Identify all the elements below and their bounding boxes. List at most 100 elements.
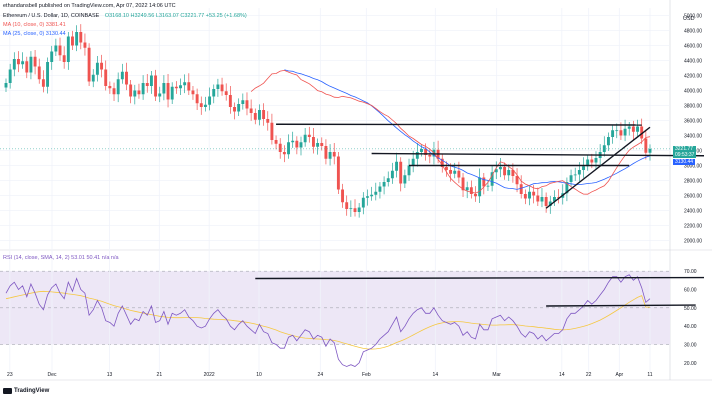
candle-body (511, 170, 515, 176)
candle-body (619, 130, 623, 136)
candle-body (320, 143, 324, 146)
time-tick-label: Feb (362, 372, 371, 378)
candle-body (515, 176, 519, 185)
ma25-line (284, 69, 651, 190)
candle-body (257, 110, 261, 120)
candle-body (332, 152, 336, 157)
tradingview-logo-text: TradingView (14, 388, 50, 394)
rsi-legend[interactable]: RSI (14, close, SMA, 14, 2) 53.01 50.41 … (3, 255, 119, 261)
candle-body (8, 69, 12, 83)
candle-body (174, 86, 178, 89)
time-tick-label: Dec (48, 372, 57, 378)
candle-body (179, 85, 182, 89)
candle-body (532, 191, 536, 196)
candle-body (307, 134, 311, 137)
candle-body (112, 88, 116, 95)
candle-body (341, 189, 344, 203)
candle-body (21, 61, 25, 65)
candle-body (582, 166, 585, 170)
rsi-tick-label: 30.00 (684, 343, 697, 349)
rsi-line (5, 274, 651, 367)
candle-body (644, 138, 648, 153)
candle-body (133, 90, 137, 97)
candle-body (494, 169, 498, 173)
candle-body (648, 148, 652, 153)
candle-body (25, 61, 29, 73)
candle-body (627, 126, 631, 129)
candle-body (253, 113, 257, 120)
candle-body (312, 137, 315, 147)
time-tick-label: 11 (647, 372, 652, 378)
candle-body (129, 84, 133, 97)
candle-body (41, 79, 45, 87)
candle-body (544, 197, 548, 206)
candle-body (274, 140, 278, 144)
candle-body (565, 182, 569, 194)
time-tick-label: Apr (615, 372, 623, 378)
candle-body (411, 158, 415, 166)
candle-body (640, 126, 644, 139)
ohlc-values: O3168.10 H3249.56 L3163.07 C3221.77 +53.… (104, 13, 247, 19)
time-tick-label: 21 (157, 372, 163, 378)
candle-body (91, 74, 95, 82)
candle-body (220, 84, 224, 92)
candle-body (390, 170, 394, 179)
candle-body (262, 110, 266, 119)
price-tick-label: 2600.00 (684, 194, 702, 200)
candle-body (353, 208, 357, 212)
candle-body (465, 187, 469, 191)
candle-body (569, 175, 573, 182)
candle-body (623, 128, 627, 136)
candle-body (519, 184, 523, 194)
candle-body (403, 175, 407, 184)
candle-body (349, 208, 353, 210)
candle-body (415, 152, 419, 159)
price-tick-label: 3400.00 (684, 134, 702, 140)
candle-body (116, 79, 120, 95)
candle-body (536, 195, 540, 202)
candle-body (395, 161, 399, 171)
symbol-header: Ethereum / U.S. Dollar, 1D, COINBASE O31… (3, 13, 247, 20)
candle-body (399, 161, 403, 184)
candle-body (158, 93, 162, 97)
tradingview-logo[interactable]: TradingView (3, 388, 49, 394)
rsi-ma-line (5, 290, 650, 350)
candle-body (58, 45, 62, 56)
price-tick-label: 4000.00 (684, 89, 702, 95)
candle-body (270, 122, 274, 140)
candle-body (606, 137, 610, 146)
candle-body (424, 149, 428, 155)
candle-body (324, 146, 328, 159)
candle-body (378, 186, 382, 192)
candles-group (4, 24, 652, 218)
candle-body (357, 207, 361, 212)
candle-body (17, 59, 20, 65)
tradingview-mark-icon (3, 388, 12, 394)
candle-body (366, 196, 369, 198)
candle-body (249, 108, 253, 113)
price-tick-label: 4800.00 (684, 29, 702, 35)
candle-body (125, 71, 128, 85)
candle-body (228, 95, 232, 107)
candle-body (83, 42, 87, 48)
candle-body (29, 56, 33, 73)
candle-body (590, 159, 594, 163)
price-tick-label: 4200.00 (684, 74, 702, 80)
candle-body (577, 170, 581, 175)
candle-body (145, 83, 149, 86)
candle-body (183, 82, 187, 86)
candle-body (278, 143, 282, 152)
candle-body (108, 86, 112, 89)
ma10-legend[interactable]: MA (10, close, 0) 3381.41 (3, 22, 66, 28)
price-tick-label: 5000.00 (684, 14, 702, 20)
candle-body (71, 36, 74, 46)
ma25-legend[interactable]: MA (25, close, 0) 3130.44 (3, 31, 66, 37)
rsi-tick-label: 20.00 (684, 361, 697, 367)
candle-body (453, 170, 457, 174)
price-tick-label: 2400.00 (684, 209, 702, 215)
candle-body (444, 167, 448, 170)
candle-body (216, 84, 220, 89)
attribution-text: ethandansbell published on TradingView.c… (3, 3, 176, 9)
